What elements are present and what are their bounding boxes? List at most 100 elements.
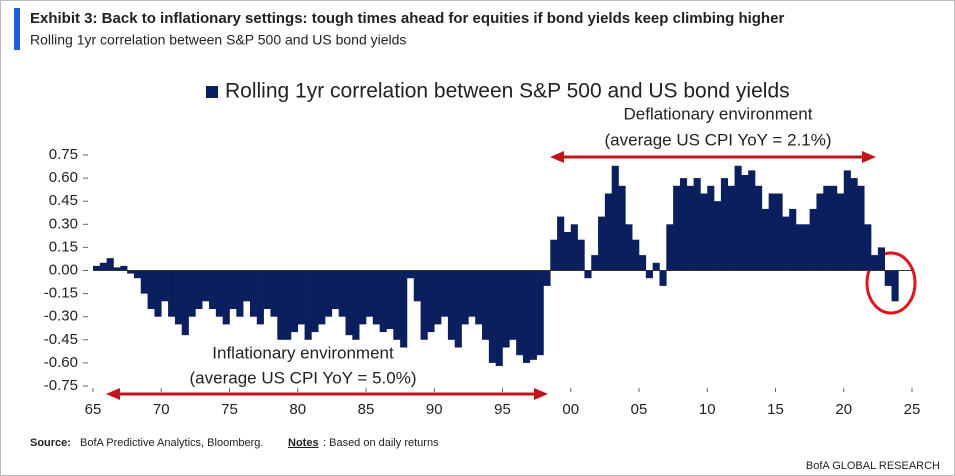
bar — [707, 185, 715, 271]
x-tick-label: 70 — [153, 401, 170, 418]
bar — [393, 270, 401, 340]
bar — [673, 185, 681, 271]
bar — [618, 185, 626, 271]
bar — [522, 270, 531, 363]
bar — [666, 224, 674, 271]
bar — [802, 224, 810, 271]
chart-subtitle: Rolling 1yr correlation between S&P 500 … — [30, 32, 406, 48]
bar — [877, 247, 885, 271]
x-tick-label: 25 — [904, 401, 921, 418]
notes-text: : Based on daily returns — [323, 437, 439, 449]
x-tick-label: 10 — [699, 401, 716, 418]
bar — [434, 270, 442, 325]
title-accent — [14, 8, 20, 50]
bar — [345, 270, 353, 336]
bar — [891, 270, 899, 302]
y-tick-label: 0.45 — [49, 192, 78, 209]
bar — [454, 270, 462, 348]
bar — [372, 270, 380, 325]
bar — [236, 270, 244, 317]
bar — [584, 270, 592, 279]
bar — [359, 270, 367, 325]
bar — [502, 270, 510, 348]
x-tick-label: 65 — [85, 401, 102, 418]
bar — [127, 270, 135, 274]
arrow-head — [534, 388, 548, 400]
bar — [645, 270, 653, 279]
bar — [836, 193, 845, 271]
y-tick-label: 0.15 — [49, 238, 78, 255]
source-label: Source: — [30, 437, 71, 449]
bar — [209, 270, 217, 309]
annotation: Deflationary environment — [624, 104, 813, 123]
arrow-head — [106, 388, 120, 400]
bar — [406, 270, 415, 279]
bar — [700, 193, 708, 271]
bar — [652, 262, 660, 271]
bar — [693, 178, 701, 271]
bar — [659, 270, 667, 286]
bar — [113, 267, 121, 271]
bar — [222, 270, 230, 325]
bar — [782, 216, 790, 271]
footer: BofA GLOBAL RESEARCH — [806, 460, 940, 472]
bar — [632, 239, 640, 271]
arrow-head — [550, 151, 564, 163]
bar — [625, 224, 633, 271]
bar — [686, 185, 694, 271]
bar — [195, 270, 203, 309]
bar — [284, 270, 292, 340]
bar — [509, 270, 517, 340]
bar — [188, 270, 196, 317]
legend-swatch — [206, 86, 218, 98]
bar — [482, 270, 490, 340]
bar — [386, 270, 394, 330]
bar — [734, 165, 742, 271]
y-tick-label: -0.60 — [44, 354, 78, 371]
bar — [795, 224, 804, 271]
bar — [318, 270, 326, 325]
bar — [598, 216, 606, 271]
bar — [161, 270, 169, 302]
bar — [325, 270, 333, 317]
bar — [447, 270, 456, 340]
bar — [468, 270, 476, 317]
bar — [823, 185, 831, 271]
bar — [816, 193, 824, 271]
bar — [147, 270, 155, 309]
x-tick-label: 95 — [494, 401, 511, 418]
bar — [543, 270, 551, 286]
x-tick-label: 75 — [221, 401, 238, 418]
bar — [679, 178, 688, 271]
y-tick-label: -0.75 — [44, 377, 78, 394]
bar — [461, 270, 469, 325]
bar — [297, 270, 305, 325]
bar — [154, 270, 162, 317]
bar — [727, 185, 735, 271]
y-tick-label: 0.60 — [49, 169, 78, 186]
bar — [488, 270, 496, 363]
x-tick-label: 15 — [767, 401, 784, 418]
annotation: Inflationary environment — [212, 343, 394, 362]
bar — [168, 270, 176, 317]
bar — [427, 270, 435, 333]
bar — [366, 270, 374, 317]
bar — [748, 170, 756, 271]
y-tick-label: 0.30 — [49, 215, 78, 232]
y-tick-label: 0.75 — [49, 146, 78, 163]
bar — [174, 270, 183, 325]
bar — [720, 178, 729, 271]
bar — [529, 270, 537, 360]
bar — [857, 185, 865, 271]
chart-title: Exhibit 3: Back to inflationary settings… — [30, 10, 784, 27]
bar — [202, 270, 210, 302]
bar — [93, 265, 101, 271]
bar — [379, 270, 387, 333]
source-text: BofA Predictive Analytics, Bloomberg. — [80, 437, 263, 449]
y-tick-label: -0.15 — [44, 285, 78, 302]
bar — [611, 165, 619, 271]
bar — [516, 270, 524, 356]
bar — [441, 270, 449, 317]
bar — [304, 270, 312, 340]
